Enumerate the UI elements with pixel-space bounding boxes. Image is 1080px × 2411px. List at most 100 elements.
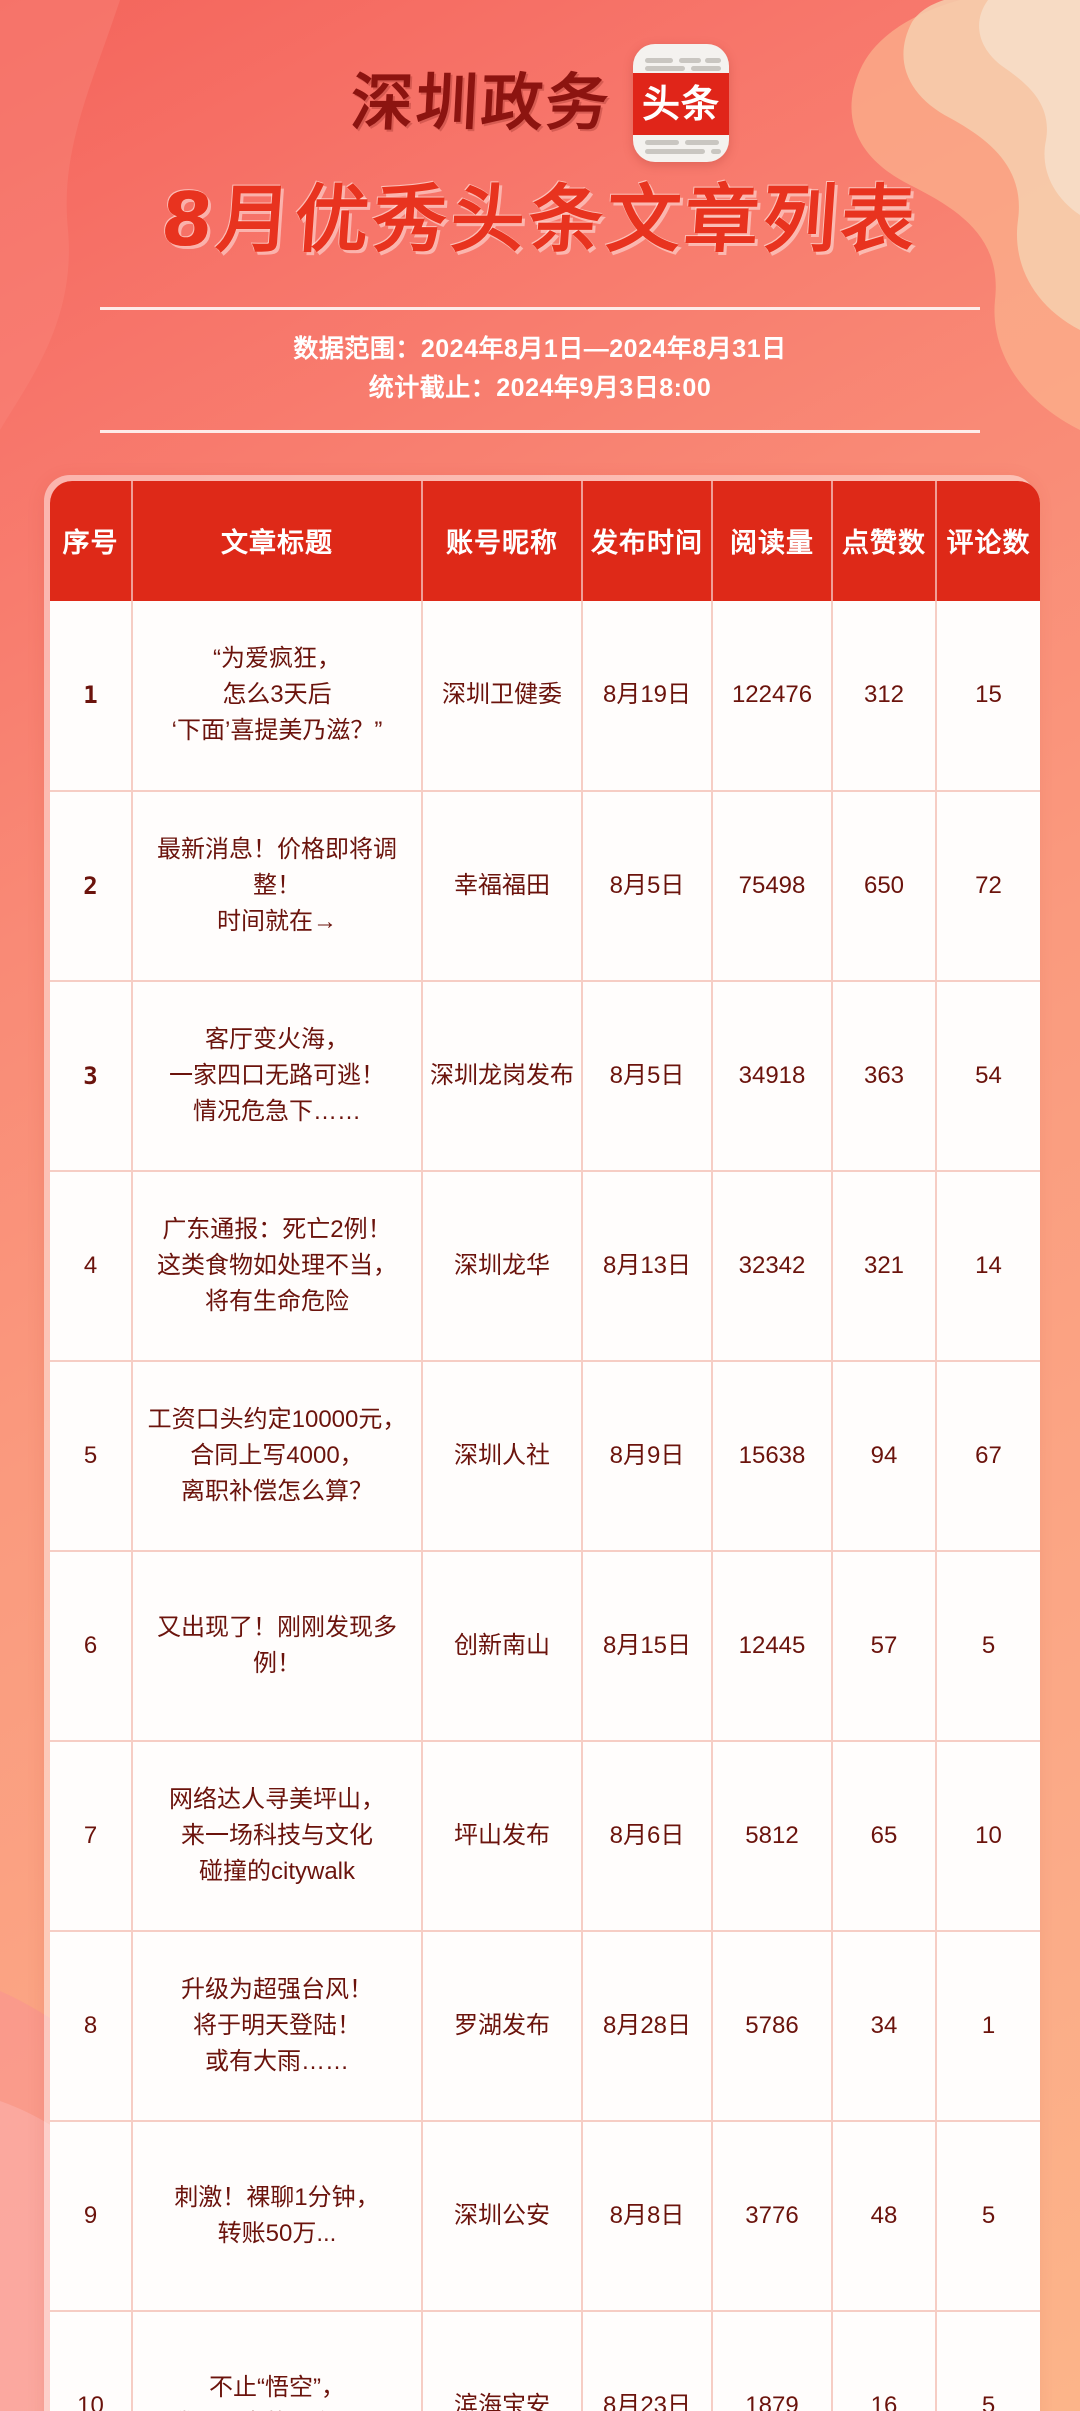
cell-rank: 6 bbox=[50, 1549, 133, 1741]
brand-title: 深圳政务 bbox=[349, 66, 613, 139]
data-range-text: 数据范围：2024年8月1日—2024年8月31日 bbox=[293, 335, 787, 364]
column-header-likes: 点赞数 bbox=[832, 480, 937, 601]
cutoff-text: 统计截止：2024年9月3日8:00 bbox=[368, 374, 712, 403]
column-header-account: 账号昵称 bbox=[422, 480, 583, 601]
cell-date: 8月8日 bbox=[582, 2119, 713, 2311]
cell-rank: 7 bbox=[50, 1739, 133, 1931]
cell-comments: 10 bbox=[936, 1739, 1040, 1931]
cell-title: 广东通报：死亡2例！ 这类食物如处理不当， 将有生命危险 bbox=[132, 1169, 423, 1361]
article-ranking-table: 序号 文章标题 账号昵称 发布时间 阅读量 点赞数 评论数 1 “为爱疯狂， 怎么… bbox=[50, 480, 1040, 2411]
cell-title: 网络达人寻美坪山， 来一场科技与文化 碰撞的citywalk bbox=[132, 1739, 423, 1931]
cell-likes: 34 bbox=[832, 1929, 937, 2121]
cell-likes: 650 bbox=[832, 789, 937, 981]
table-row: 9 刺激！裸聊1分钟， 转账50万... 深圳公安 8月8日 3776 48 5 bbox=[50, 2119, 1040, 2311]
title-row: 深圳政务 头条 bbox=[0, 44, 1080, 162]
table-body: 1 “为爱疯狂， 怎么3天后 ‘下面’喜提美乃滋？” 深圳卫健委 8月19日 12247… bbox=[50, 600, 1040, 2411]
cell-date: 8月5日 bbox=[582, 979, 713, 1171]
cell-reads: 15638 bbox=[712, 1359, 833, 1551]
cell-account: 创新南山 bbox=[422, 1549, 583, 1741]
cell-account: 幸福福田 bbox=[422, 789, 583, 981]
cell-rank: 9 bbox=[50, 2119, 133, 2311]
cell-date: 8月15日 bbox=[582, 1549, 713, 1741]
cell-reads: 32342 bbox=[712, 1169, 833, 1361]
cell-rank: 2 bbox=[50, 789, 133, 981]
table-row: 1 “为爱疯狂， 怎么3天后 ‘下面’喜提美乃滋？” 深圳卫健委 8月19日 12247… bbox=[50, 600, 1040, 791]
cell-rank: 8 bbox=[50, 1929, 133, 2121]
column-header-rank: 序号 bbox=[50, 480, 133, 601]
poster-header: 深圳政务 头条 8月优秀头条文章列表 bbox=[0, 0, 1080, 263]
cell-date: 8月9日 bbox=[582, 1359, 713, 1551]
cell-title: 工资口头约定10000元， 合同上写4000， 离职补偿怎么算？ bbox=[132, 1359, 423, 1551]
table-row: 8 升级为超强台风！ 将于明天登陆！ 或有大雨…… 罗湖发布 8月28日 5786 34 1 bbox=[50, 1929, 1040, 2121]
page-title: 8月优秀头条文章列表 bbox=[158, 177, 922, 263]
cell-comments: 5 bbox=[936, 2309, 1040, 2411]
cell-account: 深圳人社 bbox=[422, 1359, 583, 1551]
cell-title: 又出现了！刚刚发现多例！ bbox=[132, 1549, 423, 1741]
cell-rank: 3 bbox=[50, 979, 133, 1171]
cell-likes: 321 bbox=[832, 1169, 937, 1361]
cell-likes: 48 bbox=[832, 2119, 937, 2311]
cell-date: 8月28日 bbox=[582, 1929, 713, 2121]
cell-account: 滨海宝安 bbox=[422, 2309, 583, 2411]
cell-comments: 14 bbox=[936, 1169, 1040, 1361]
cell-title: 最新消息！价格即将调整！ 时间就在→ bbox=[132, 789, 423, 981]
table-row: 6 又出现了！刚刚发现多例！ 创新南山 8月15日 12445 57 5 bbox=[50, 1549, 1040, 1741]
cell-title: 刺激！裸聊1分钟， 转账50万... bbox=[132, 2119, 423, 2311]
cell-reads: 12445 bbox=[712, 1549, 833, 1741]
cell-reads: 5812 bbox=[712, 1739, 833, 1931]
meta-block: 数据范围：2024年8月1日—2024年8月31日 统计截止：2024年9月3日… bbox=[100, 307, 980, 433]
table-row: 2 最新消息！价格即将调整！ 时间就在→ 幸福福田 8月5日 75498 650 72 bbox=[50, 789, 1040, 981]
table-header: 序号 文章标题 账号昵称 发布时间 阅读量 点赞数 评论数 bbox=[50, 480, 1040, 601]
cell-rank: 5 bbox=[50, 1359, 133, 1551]
cell-reads: 5786 bbox=[712, 1929, 833, 2121]
cell-date: 8月5日 bbox=[582, 789, 713, 981]
cell-likes: 16 bbox=[832, 2309, 937, 2411]
cell-account: 罗湖发布 bbox=[422, 1929, 583, 2121]
table-card: 序号 文章标题 账号昵称 发布时间 阅读量 点赞数 评论数 1 “为爱疯狂， 怎么… bbox=[44, 474, 1040, 2411]
cell-rank: 1 bbox=[50, 600, 133, 791]
table-row: 3 客厅变火海， 一家四口无路可逃！ 情况危急下…… 深圳龙岗发布 8月5日 34918… bbox=[50, 979, 1040, 1171]
cell-date: 8月13日 bbox=[582, 1169, 713, 1361]
table-header-row: 序号 文章标题 账号昵称 发布时间 阅读量 点赞数 评论数 bbox=[50, 480, 1040, 601]
cell-comments: 54 bbox=[936, 979, 1040, 1171]
cell-likes: 363 bbox=[832, 979, 937, 1171]
cell-account: 深圳公安 bbox=[422, 2119, 583, 2311]
cell-reads: 1879 bbox=[712, 2309, 833, 2411]
cell-likes: 57 bbox=[832, 1549, 937, 1741]
table-row: 4 广东通报：死亡2例！ 这类食物如处理不当， 将有生命危险 深圳龙华 8月13日 32… bbox=[50, 1169, 1040, 1361]
column-header-reads: 阅读量 bbox=[712, 480, 833, 601]
cell-reads: 34918 bbox=[712, 979, 833, 1171]
table-row: 7 网络达人寻美坪山， 来一场科技与文化 碰撞的citywalk 坪山发布 8月6日 5… bbox=[50, 1739, 1040, 1931]
column-header-title: 文章标题 bbox=[132, 480, 423, 601]
cell-title: 客厅变火海， 一家四口无路可逃！ 情况危急下…… bbox=[132, 979, 423, 1171]
cell-title: “为爱疯狂， 怎么3天后 ‘下面’喜提美乃滋？” bbox=[132, 600, 423, 791]
cell-comments: 5 bbox=[936, 1549, 1040, 1741]
cell-account: 深圳卫健委 bbox=[422, 600, 583, 791]
table-row: 5 工资口头约定10000元， 合同上写4000， 离职补偿怎么算？ 深圳人社 8月9… bbox=[50, 1359, 1040, 1551]
cell-comments: 15 bbox=[936, 600, 1040, 791]
cell-likes: 65 bbox=[832, 1739, 937, 1931]
cell-date: 8月19日 bbox=[582, 600, 713, 791]
cell-account: 坪山发布 bbox=[422, 1739, 583, 1931]
cell-rank: 4 bbox=[50, 1169, 133, 1361]
cell-date: 8月23日 bbox=[582, 2309, 713, 2411]
cell-reads: 75498 bbox=[712, 789, 833, 981]
app-icon-band: 头条 bbox=[633, 73, 729, 135]
cell-rank: 10 bbox=[50, 2309, 133, 2411]
cell-title: 不止“悟空”， 腾讯压中的还有…… bbox=[132, 2309, 423, 2411]
cell-comments: 72 bbox=[936, 789, 1040, 981]
cell-account: 深圳龙华 bbox=[422, 1169, 583, 1361]
cell-account: 深圳龙岗发布 bbox=[422, 979, 583, 1171]
cell-comments: 67 bbox=[936, 1359, 1040, 1551]
cell-reads: 3776 bbox=[712, 2119, 833, 2311]
cell-likes: 94 bbox=[832, 1359, 937, 1551]
cell-reads: 122476 bbox=[712, 600, 833, 791]
column-header-comments: 评论数 bbox=[936, 480, 1040, 601]
cell-likes: 312 bbox=[832, 600, 937, 791]
cell-comments: 5 bbox=[936, 2119, 1040, 2311]
cell-date: 8月6日 bbox=[582, 1739, 713, 1931]
app-icon-label: 头条 bbox=[641, 82, 720, 126]
cell-title: 升级为超强台风！ 将于明天登陆！ 或有大雨…… bbox=[132, 1929, 423, 2121]
